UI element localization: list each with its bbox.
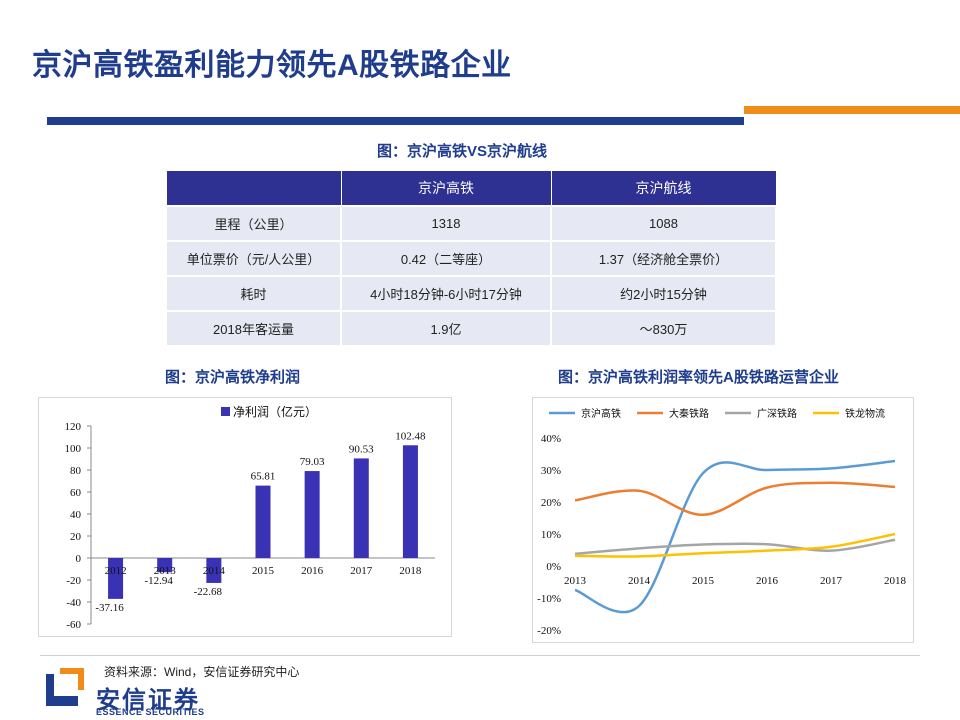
table-row: 耗时 4小时18分钟-6小时17分钟 约2小时15分钟	[165, 275, 777, 312]
x-tick-label: 2018	[399, 565, 422, 577]
table-row: 单位票价（元/人公里） 0.42（二等座） 1.37（经济舱全票价）	[165, 240, 777, 277]
legend-label: 广深铁路	[757, 407, 797, 420]
x-tick-label: 2018	[884, 575, 907, 587]
table-cell: 1088	[550, 205, 777, 242]
series-line	[574, 538, 896, 556]
y-tick-label: 80	[70, 465, 82, 477]
x-tick-label: 2016	[301, 565, 324, 577]
x-tick-label: 2013	[154, 565, 177, 577]
y-tick-label: 10%	[541, 529, 561, 541]
y-tick-label: 120	[65, 421, 82, 433]
data-label: -22.68	[194, 586, 223, 598]
table-cell: 约2小时15分钟	[550, 275, 777, 312]
table-cell: 单位票价（元/人公里）	[165, 240, 342, 277]
table-header-row: 京沪高铁 京沪航线	[165, 170, 777, 207]
table-header-cell: 京沪航线	[550, 170, 777, 207]
x-tick-label: 2015	[252, 565, 275, 577]
bar	[157, 558, 173, 573]
legend-label: 净利润（亿元）	[233, 404, 317, 419]
y-tick-label: -20	[66, 575, 81, 587]
data-label: 79.03	[300, 456, 325, 468]
table-cell: ～830万	[550, 310, 777, 347]
series-line	[574, 532, 896, 558]
series-line	[574, 481, 896, 517]
y-tick-label: 0%	[546, 561, 561, 573]
table-cell: 2018年客运量	[165, 310, 342, 347]
table-row: 2018年客运量 1.9亿 ～830万	[165, 310, 777, 347]
bar	[353, 458, 369, 558]
source-note: 资料来源：Wind，安信证券研究中心	[104, 665, 300, 679]
y-tick-label: 30%	[541, 465, 561, 477]
legend-label: 铁龙物流	[845, 407, 885, 420]
table-row: 里程（公里） 1318 1088	[165, 205, 777, 242]
logo-mark-icon	[46, 668, 84, 706]
y-tick-label: -20%	[537, 625, 561, 637]
table-caption: 图：京沪高铁VS京沪航线	[377, 143, 548, 160]
x-tick-label: 2014	[203, 565, 226, 577]
x-tick-label: 2016	[756, 575, 779, 587]
line-chart-caption: 图：京沪高铁利润率领先A股铁路运营企业	[558, 369, 839, 386]
table-cell: 1.9亿	[340, 310, 552, 347]
y-tick-label: 40	[70, 509, 82, 521]
table-cell: 耗时	[165, 275, 342, 312]
line-chart: 京沪高铁 大秦铁路 广深铁路 铁龙物流 40% 30% 20% 10% 0% -10% -20% 20…	[537, 407, 907, 637]
table-cell: 1.37（经济舱全票价）	[550, 240, 777, 277]
table-cell: 里程（公里）	[165, 205, 342, 242]
y-tick-label: 60	[70, 487, 82, 499]
table-header-cell: 京沪高铁	[340, 170, 552, 207]
table-header-cell	[165, 170, 342, 207]
line-chart-frame: 京沪高铁 大秦铁路 广深铁路 铁龙物流 40% 30% 20% 10% 0% -10% -20% 20…	[532, 397, 914, 643]
x-tick-label: 2012	[105, 565, 127, 577]
table-cell: 4小时18分钟-6小时17分钟	[340, 275, 552, 312]
series-line	[574, 459, 896, 614]
x-tick-label: 2017	[350, 565, 373, 577]
y-tick-label: -40	[66, 597, 81, 609]
bar-chart-caption: 图：京沪高铁净利润	[165, 369, 301, 386]
y-tick-label: -10%	[537, 593, 561, 605]
x-tick-label: 2013	[564, 575, 587, 587]
data-label: -37.16	[95, 602, 124, 614]
x-tick-label: 2015	[692, 575, 715, 587]
legend-label: 京沪高铁	[581, 407, 621, 420]
footer-divider	[40, 655, 920, 656]
y-tick-label: 0	[76, 553, 82, 565]
legend-label: 大秦铁路	[669, 407, 709, 420]
comparison-table: 京沪高铁 京沪航线 里程（公里） 1318 1088 单位票价（元/人公里） 0…	[165, 170, 777, 347]
table-cell: 0.42（二等座）	[340, 240, 552, 277]
data-label: 65.81	[251, 471, 276, 483]
y-tick-label: -60	[66, 619, 81, 631]
page-title: 京沪高铁盈利能力领先A股铁路企业	[32, 49, 512, 82]
logo-text-en: ESSENCE SECURITIES	[96, 707, 205, 717]
legend-swatch	[221, 407, 230, 416]
data-label: 90.53	[349, 443, 374, 455]
header-divider-blue	[47, 117, 744, 125]
y-tick-label: 20%	[541, 497, 561, 509]
y-tick-label: 40%	[541, 433, 561, 445]
header-divider-orange	[744, 106, 960, 114]
y-tick-label: 100	[65, 443, 82, 455]
x-tick-label: 2014	[628, 575, 651, 587]
y-tick-label: 20	[70, 531, 82, 543]
table-cell: 1318	[340, 205, 552, 242]
data-label: 102.48	[395, 430, 426, 442]
bar	[304, 471, 320, 558]
bar	[108, 558, 124, 599]
bar	[255, 485, 271, 558]
bar-chart-frame: 净利润（亿元） 120 100 80 60 40 20 0 -20 -40 -60 2012 -37.1…	[38, 397, 452, 637]
bar-chart: 净利润（亿元） 120 100 80 60 40 20 0 -20 -40 -60 2012 -37.1…	[65, 404, 435, 631]
data-label: -12.94	[145, 575, 174, 587]
logo-text-cn: 安信证券	[96, 687, 200, 714]
bar	[402, 445, 418, 558]
x-tick-label: 2017	[820, 575, 843, 587]
bar	[206, 558, 222, 583]
